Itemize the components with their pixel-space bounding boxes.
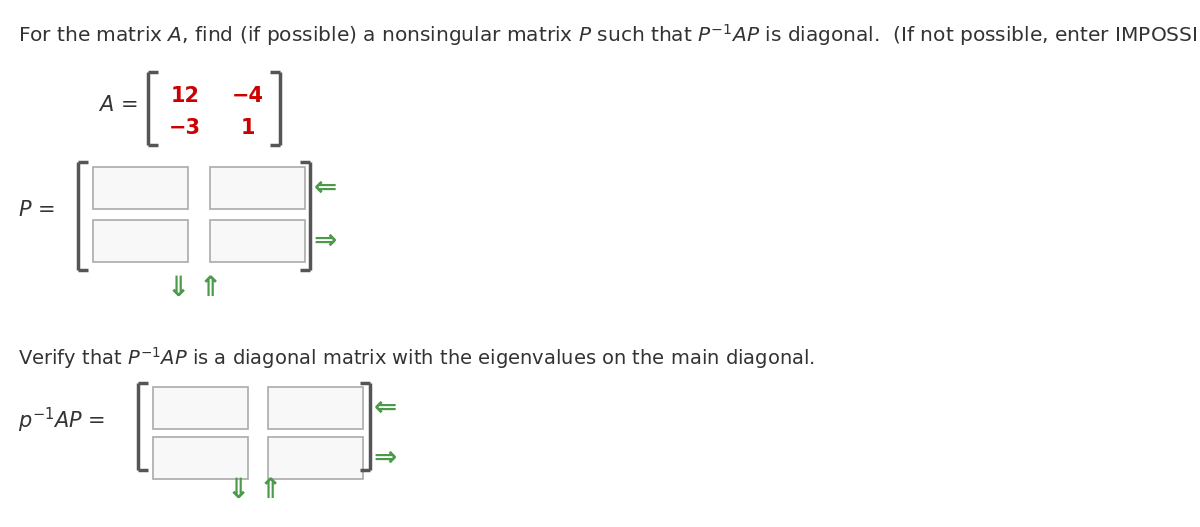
Text: $P$ =: $P$ = <box>18 200 54 220</box>
Text: $A$ =: $A$ = <box>98 95 138 115</box>
FancyBboxPatch shape <box>94 220 188 262</box>
FancyBboxPatch shape <box>154 387 248 429</box>
Text: ⇑: ⇑ <box>258 476 282 504</box>
FancyBboxPatch shape <box>268 437 364 479</box>
Text: ⇑: ⇑ <box>198 274 222 302</box>
Text: ⇐: ⇐ <box>313 174 337 202</box>
Text: −3: −3 <box>169 118 202 138</box>
FancyBboxPatch shape <box>154 437 248 479</box>
Text: Verify that $P^{-1}AP$ is a diagonal matrix with the eigenvalues on the main dia: Verify that $P^{-1}AP$ is a diagonal mat… <box>18 345 815 371</box>
Text: 12: 12 <box>170 86 199 106</box>
Text: ⇐: ⇐ <box>373 394 397 422</box>
FancyBboxPatch shape <box>94 167 188 209</box>
Text: ⇒: ⇒ <box>373 444 397 472</box>
Text: ⇓: ⇓ <box>227 476 250 504</box>
FancyBboxPatch shape <box>210 220 305 262</box>
FancyBboxPatch shape <box>210 167 305 209</box>
Text: ⇒: ⇒ <box>313 227 337 255</box>
Text: ⇓: ⇓ <box>167 274 190 302</box>
Text: For the matrix $A$, find (if possible) a nonsingular matrix $P$ such that $P^{-1: For the matrix $A$, find (if possible) a… <box>18 22 1200 48</box>
FancyBboxPatch shape <box>268 387 364 429</box>
Text: $p^{-1}AP$ =: $p^{-1}AP$ = <box>18 405 106 435</box>
Text: 1: 1 <box>241 118 256 138</box>
Text: −4: −4 <box>232 86 264 106</box>
